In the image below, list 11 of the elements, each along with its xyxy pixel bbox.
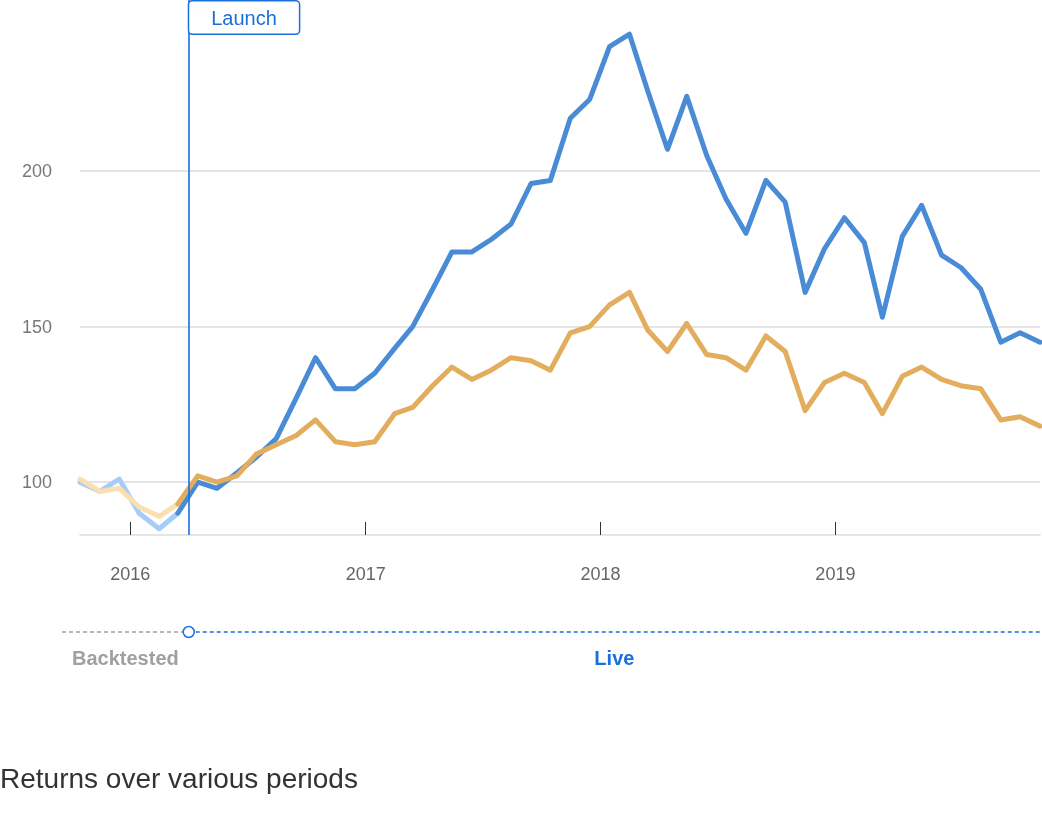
- text: Returns over various periods: [0, 762, 358, 794]
- x-tick-label: 2016: [110, 564, 151, 584]
- x-tick-label: 2017: [345, 564, 386, 584]
- y-tick-label: 150: [21, 316, 52, 337]
- ref-line-label: Launch: [211, 6, 277, 29]
- text: Backtested: [72, 647, 179, 669]
- y-tick-label: 100: [21, 472, 52, 493]
- y-tick-label: 200: [21, 161, 52, 182]
- text: Live: [594, 647, 635, 669]
- x-tick-label: 2019: [815, 564, 856, 584]
- x-tick-label: 2018: [580, 564, 621, 584]
